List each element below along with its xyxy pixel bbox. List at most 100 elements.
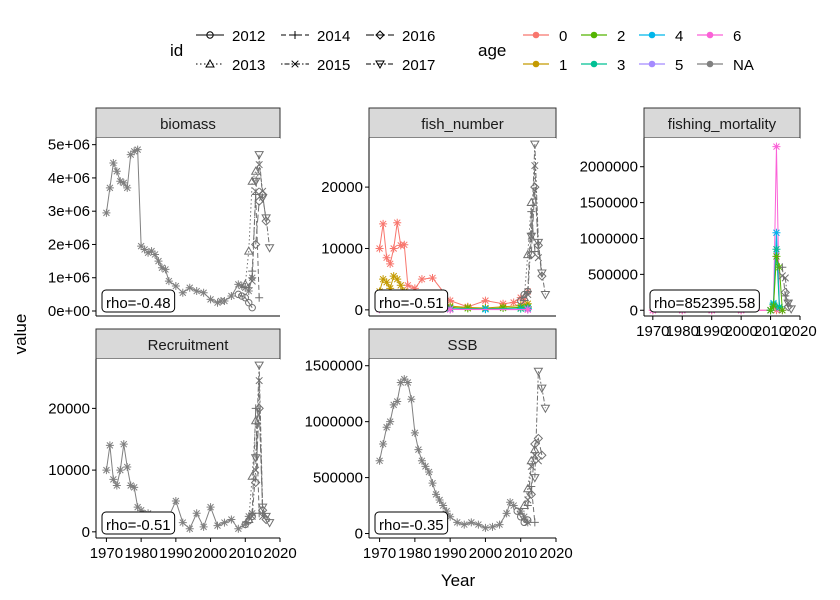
retro-point-2017 — [254, 151, 265, 160]
data-point-age-NA — [400, 375, 409, 384]
retro-point-2017 — [264, 519, 275, 528]
strip-background — [368, 107, 557, 139]
y-tick-label: 2e+06 — [48, 236, 90, 253]
strip-background — [95, 328, 281, 360]
facet-panels: biomass 0e+00 1e+06 2e+06 3e+06 4e+06 5e+06 rho… — [48, 107, 817, 562]
data-point-age-1 — [389, 272, 398, 281]
legend-id-item-2015: 2015 — [281, 57, 350, 74]
y-tick-label: 4e+06 — [48, 170, 90, 187]
x-tick-label: 1970 — [90, 545, 123, 562]
retro-point-2013 — [250, 166, 261, 175]
data-point-age-1 — [382, 278, 391, 287]
data-point-age-3 — [772, 245, 781, 254]
legend: id age 2012 2013 2014 2015 2016 2017 0 1 2 3 4 5 6 N… — [170, 28, 754, 74]
data-point-age-NA — [227, 292, 236, 301]
data-point-age-NA — [495, 520, 504, 529]
legend-age-dot — [648, 60, 656, 68]
legend-age-dot — [590, 60, 598, 68]
data-point-age-NA — [414, 445, 423, 454]
series-line-age-NA — [379, 378, 529, 529]
retro-point-2015 — [248, 277, 256, 285]
data-point-age-0 — [428, 273, 437, 282]
data-point-age-NA — [112, 481, 121, 490]
data-point-age-NA — [375, 456, 384, 465]
retro-point-2012 — [248, 303, 256, 312]
data-point-age-1 — [379, 275, 388, 284]
data-point-age-NA — [396, 378, 405, 387]
data-point-age-NA — [410, 428, 419, 437]
data-point-age-NA — [403, 378, 412, 387]
x-tick-label: 2000 — [194, 545, 227, 562]
retro-point-2016 — [526, 489, 537, 500]
retro-point-2017 — [786, 305, 797, 314]
retro-point-2012 — [234, 290, 243, 299]
x-tick-label: 1990 — [695, 323, 728, 340]
retro-point-2017 — [529, 474, 540, 483]
y-tick-label: 1e+06 — [48, 270, 90, 287]
retro-point-2016 — [537, 450, 547, 460]
legend-age-item-1: 1 — [523, 57, 567, 74]
retro-point-2014 — [244, 283, 253, 292]
data-point-age-NA — [502, 509, 511, 518]
data-point-age-NA — [123, 463, 132, 472]
legend-age-item-6: 6 — [697, 28, 741, 45]
data-point-age-0 — [389, 244, 398, 253]
y-tick-label: 0 — [630, 302, 638, 319]
data-point-age-NA — [130, 483, 139, 492]
data-point-age-NA — [144, 248, 153, 257]
retro-point-2013 — [519, 292, 530, 302]
rho-label-box — [649, 289, 760, 313]
data-layer — [375, 367, 551, 532]
data-point-age-6 — [523, 305, 532, 314]
data-point-age-NA — [119, 440, 128, 449]
data-point-age-NA — [112, 167, 121, 176]
series-line-age-NA — [105, 148, 253, 304]
legend-age-item-4: 4 — [639, 28, 683, 45]
data-point-age-NA — [213, 298, 222, 307]
data-point-age-NA — [234, 280, 243, 289]
data-point-age-0 — [403, 281, 412, 290]
data-point-age-0 — [509, 298, 518, 307]
y-tick-label: 10000 — [48, 462, 90, 479]
strip-label: Recruitment — [148, 337, 230, 354]
retro-point-2013 — [526, 197, 537, 206]
retro-point-2015 — [531, 161, 539, 170]
retro-point-2013 — [247, 471, 258, 480]
retro-line-2012 — [238, 293, 253, 308]
data-point-age-NA — [192, 509, 201, 518]
data-point-age-NA — [220, 518, 229, 527]
retro-point-2017 — [250, 454, 261, 463]
retro-point-2015 — [531, 451, 539, 459]
legend-age-dot — [706, 60, 714, 68]
y-axis-title: value — [11, 314, 30, 355]
retro-point-2014 — [255, 293, 264, 302]
retro-point-2013 — [519, 500, 530, 510]
data-point-age-NA — [467, 518, 476, 527]
data-point-age-NA — [386, 417, 395, 426]
plot-area — [369, 359, 556, 538]
x-tick-label: 1990 — [433, 545, 466, 562]
legend-age-dot — [532, 60, 540, 68]
data-point-age-NA — [102, 466, 111, 475]
retro-point-2017 — [257, 194, 268, 203]
retro-point-2014 — [778, 263, 787, 272]
legend-age-dot — [590, 31, 598, 39]
y-tick-label: 1500000 — [305, 358, 363, 375]
retro-point-2016 — [254, 403, 264, 414]
retro-point-2014 — [530, 518, 539, 527]
x-tick-label: 2000 — [469, 545, 502, 562]
x-tick-label: 2020 — [539, 545, 572, 562]
data-point-age-0 — [379, 219, 388, 228]
x-tick-label: 2020 — [263, 545, 296, 562]
retro-point-2017 — [540, 404, 551, 414]
legend-id-marker-circle — [206, 31, 214, 39]
retro-point-2017 — [529, 140, 540, 150]
retro-point-2017 — [254, 361, 265, 371]
retro-point-2017 — [264, 244, 275, 253]
rho-label: rho=-0.35 — [379, 517, 444, 534]
data-point-age-NA — [248, 273, 257, 282]
data-point-age-0 — [446, 296, 455, 305]
y-tick-label: 1000000 — [580, 230, 638, 247]
